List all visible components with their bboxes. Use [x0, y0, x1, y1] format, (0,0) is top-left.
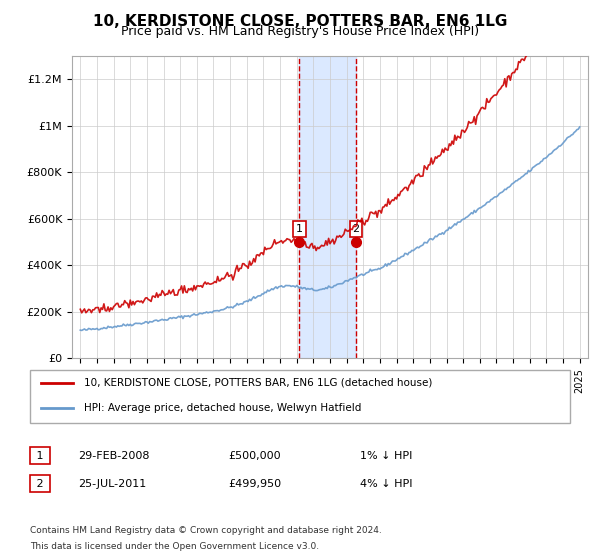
Text: 1% ↓ HPI: 1% ↓ HPI	[360, 451, 412, 461]
Bar	[299, 56, 356, 358]
Text: 29-FEB-2008: 29-FEB-2008	[78, 451, 149, 461]
Text: HPI: Average price, detached house, Welwyn Hatfield: HPI: Average price, detached house, Welw…	[84, 403, 361, 413]
Text: 2: 2	[352, 224, 359, 234]
Text: This data is licensed under the Open Government Licence v3.0.: This data is licensed under the Open Gov…	[30, 542, 319, 551]
Text: 10, KERDISTONE CLOSE, POTTERS BAR, EN6 1LG: 10, KERDISTONE CLOSE, POTTERS BAR, EN6 1…	[93, 14, 507, 29]
Text: Contains HM Land Registry data © Crown copyright and database right 2024.: Contains HM Land Registry data © Crown c…	[30, 526, 382, 535]
Text: 10, KERDISTONE CLOSE, POTTERS BAR, EN6 1LG (detached house): 10, KERDISTONE CLOSE, POTTERS BAR, EN6 1…	[84, 378, 433, 388]
Text: 4% ↓ HPI: 4% ↓ HPI	[360, 479, 413, 489]
Text: 2: 2	[33, 479, 47, 489]
FancyBboxPatch shape	[30, 370, 570, 423]
Text: Price paid vs. HM Land Registry's House Price Index (HPI): Price paid vs. HM Land Registry's House …	[121, 25, 479, 38]
Text: 1: 1	[33, 451, 47, 461]
Text: 1: 1	[296, 224, 303, 234]
Text: £500,000: £500,000	[228, 451, 281, 461]
Text: 25-JUL-2011: 25-JUL-2011	[78, 479, 146, 489]
Text: £499,950: £499,950	[228, 479, 281, 489]
